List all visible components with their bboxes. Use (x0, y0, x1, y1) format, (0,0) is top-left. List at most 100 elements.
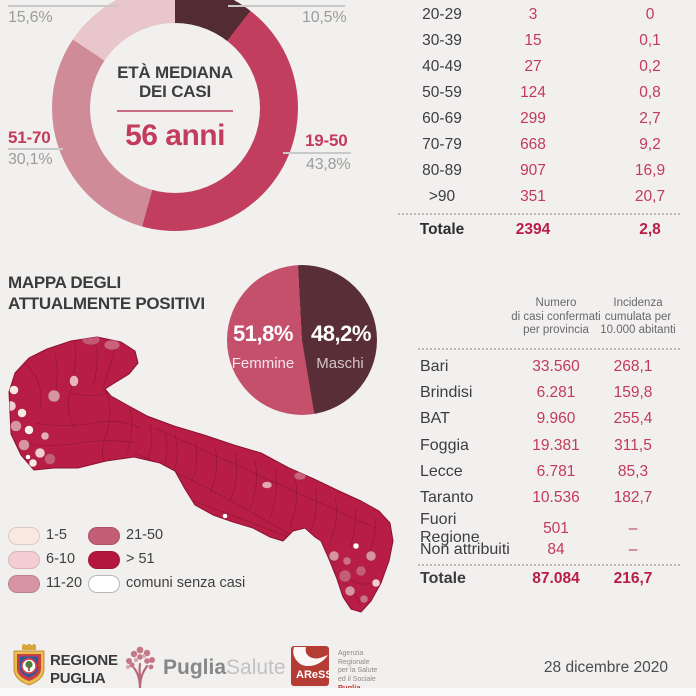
map-region-shape (8, 336, 394, 613)
aress-acronym-text: AReSS (296, 669, 330, 681)
map-light-municipalities (9, 337, 381, 604)
count-cell: 668 (520, 136, 546, 153)
donut-pct-19-50: 43,8% (306, 156, 351, 173)
table-row: Foggia 19.381 311,5 (420, 433, 686, 459)
count-cell: 124 (520, 84, 546, 101)
table-separator (418, 348, 680, 350)
male-label: Maschi (316, 355, 364, 372)
legend-swatch-over51 (88, 551, 120, 569)
table-row: Bari 33.560 268,1 (420, 354, 686, 380)
regione-puglia-crest-icon (13, 644, 45, 686)
age-cell: 50-59 (422, 84, 462, 101)
sex-pie-chart: 51,8% Femmine 48,2% Maschi (227, 265, 377, 415)
age-cell: 40-49 (422, 58, 462, 75)
incidence-cell: 159,8 (613, 384, 653, 402)
leader-line-over70 (8, 5, 118, 7)
regione-puglia-wordmark: REGIONE PUGLIA (50, 652, 118, 687)
incidence-cell: 182,7 (613, 489, 653, 507)
table-row: 70-79 668 9,2 (398, 132, 696, 158)
donut-label-51-70: 51-70 (8, 128, 51, 147)
legend-label-over51: > 51 (126, 551, 155, 567)
donut-pct-over70: 15,6% (8, 9, 53, 26)
table-row: BAT 9.960 255,4 (420, 406, 686, 432)
map-title-line1: MAPPA DEGLI (8, 273, 121, 292)
legend-swatch-21-50 (88, 527, 120, 545)
incidence-cell: – (628, 541, 638, 559)
total-rate: 216,7 (613, 570, 653, 588)
donut-title-line1: ETÀ MEDIANA (117, 63, 233, 82)
age-cell: >90 (428, 188, 456, 205)
incidence-cell: 268,1 (613, 358, 653, 376)
incidence-cell: 255,4 (613, 410, 653, 428)
table-total-row: Totale 87.084 216,7 (420, 566, 686, 592)
age-table: 20-29 3 0 30-39 15 0,1 40-49 27 0,2 50-5… (398, 2, 696, 243)
total-rate: 2,8 (639, 221, 661, 238)
rate-cell: 0,2 (639, 58, 661, 75)
puglia-choropleth-map (8, 336, 394, 613)
count-cell: 907 (520, 162, 546, 179)
donut-label-19-50: 19-50 (305, 131, 348, 150)
cases-cell: 9.960 (536, 410, 576, 428)
cases-cell: 19.381 (532, 436, 580, 454)
report-date: 28 dicembre 2020 (543, 659, 668, 676)
donut-pct-51-70: 30,1% (8, 151, 53, 168)
donut-median-value: 56 anni (125, 119, 225, 152)
table-row: >90 351 20,7 (398, 184, 696, 210)
female-label: Femmine (231, 355, 295, 372)
donut-label-over70: >70 (8, 0, 36, 2)
leader-line-0-18 (228, 5, 345, 7)
legend-swatch-11-20 (8, 575, 40, 593)
legend-label-11-20: 11-20 (46, 575, 83, 591)
donut-title-line2: DEI CASI (138, 82, 212, 101)
legend-swatch-no-cases (88, 575, 120, 593)
legend-label-21-50: 21-50 (126, 527, 164, 543)
rate-cell: 2,7 (639, 110, 661, 127)
table-row: 20-29 3 0 (398, 2, 696, 28)
count-cell: 351 (520, 188, 546, 205)
legend-swatch-6-10 (8, 551, 40, 569)
rate-cell: 16,9 (634, 162, 666, 179)
table-separator (398, 213, 680, 215)
legend-label-no-cases: comuni senza casi (126, 575, 246, 591)
total-label: Totale (420, 570, 466, 588)
map-title: MAPPA DEGLI ATTUALMENTE POSITIVI (8, 272, 205, 314)
cases-cell: 84 (547, 541, 565, 559)
province-cell: Foggia (420, 436, 469, 454)
total-count: 87.084 (532, 570, 580, 588)
table-total-row: Totale 2394 2,8 (398, 217, 696, 243)
table-row: 30-39 15 0,1 (398, 28, 696, 54)
cases-cell: 501 (543, 520, 569, 538)
table-row: Brindisi 6.281 159,8 (420, 380, 686, 406)
legend-swatch-1-5 (8, 527, 40, 545)
count-cell: 27 (524, 58, 542, 75)
table-row: 40-49 27 0,2 (398, 54, 696, 80)
cases-cell: 10.536 (532, 489, 580, 507)
table-row: 60-69 299 2,7 (398, 106, 696, 132)
province-cell: Non attribuiti (420, 541, 510, 559)
map-title-line2: ATTUALMENTE POSITIVI (8, 294, 205, 313)
table-row: 80-89 907 16,9 (398, 158, 696, 184)
total-count: 2394 (515, 221, 551, 238)
age-donut-center: ETÀ MEDIANA DEI CASI 56 anni (90, 23, 260, 193)
age-cell: 70-79 (422, 136, 462, 153)
puglia-salute-wordmark: PugliaSalute (163, 656, 286, 679)
male-pct: 48,2% (311, 321, 371, 346)
table-row: Non attribuiti 84 – (420, 537, 686, 563)
incidence-cell: – (628, 520, 638, 538)
donut-divider (117, 110, 233, 112)
age-cell: 60-69 (422, 110, 462, 127)
age-cell: 20-29 (422, 6, 462, 23)
province-cell: Fuori Regione (420, 511, 480, 547)
province-cell: Brindisi (420, 384, 473, 402)
leader-line-19-50 (283, 152, 351, 154)
aress-logo-icon: AReSS (291, 646, 330, 686)
donut-pct-0-18: 10,5% (302, 9, 347, 26)
rate-cell: 9,2 (639, 136, 661, 153)
age-cell: 80-89 (422, 162, 462, 179)
aress-wordmark: Agenzia Regionale per la Salute ed il So… (338, 650, 378, 692)
cases-cell: 6.781 (536, 462, 576, 480)
leader-line-51-70 (8, 148, 63, 150)
province-cell: Bari (420, 358, 449, 376)
table-separator (418, 564, 680, 566)
incidence-cell: 311,5 (614, 436, 652, 454)
